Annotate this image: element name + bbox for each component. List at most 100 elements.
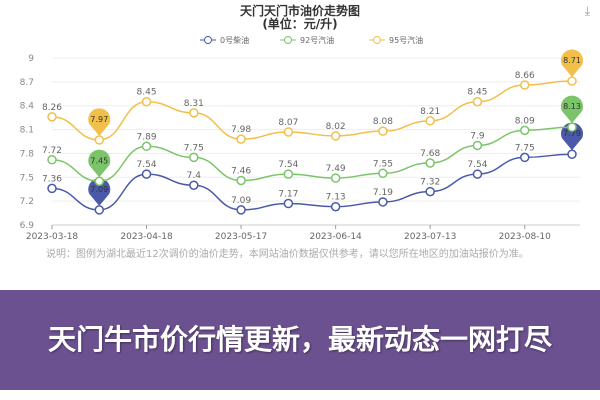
y-tick-label: 7.5 xyxy=(20,173,34,183)
pin-label: 7.79 xyxy=(563,129,581,138)
data-label: 8.45 xyxy=(467,88,487,98)
x-tick-label: 2023-08-10 xyxy=(499,232,552,242)
x-tick-label: 2023-04-18 xyxy=(120,232,173,242)
y-tick-label: 9 xyxy=(28,54,34,64)
y-tick-label: 6.9 xyxy=(20,221,35,231)
marker-pin xyxy=(561,49,583,78)
y-tick-label: 7.8 xyxy=(20,149,35,159)
line-chart: 6.9 7.2 7.5 7.8 8.1 8.4 8.7 9 2023-03-18 2023-04-… xyxy=(20,35,584,242)
data-point xyxy=(141,141,152,152)
pin-label: 8.71 xyxy=(563,56,581,65)
data-point xyxy=(94,205,105,215)
data-point xyxy=(47,183,57,194)
series-line xyxy=(51,126,573,183)
data-label: 7.4 xyxy=(187,171,202,181)
legend-marker xyxy=(284,36,292,44)
data-point xyxy=(283,198,294,209)
data-label: 7.68 xyxy=(420,149,440,159)
legend-label: 92号汽油 xyxy=(300,35,334,45)
series-line xyxy=(51,80,573,141)
data-point xyxy=(236,134,246,144)
data-label: 8.66 xyxy=(515,71,535,81)
data-point xyxy=(519,80,530,90)
data-label: 7.17 xyxy=(278,190,298,200)
data-label: 7.72 xyxy=(42,146,62,156)
data-label: 7.9 xyxy=(470,131,485,141)
data-point xyxy=(283,169,294,179)
pin-label: 7.09 xyxy=(90,185,108,194)
headline-text: 天门牛市价行情更新，最新动态一网打尽 xyxy=(47,323,552,356)
data-point xyxy=(330,201,341,212)
data-point xyxy=(425,116,435,126)
data-point xyxy=(425,186,435,197)
data-point xyxy=(47,112,57,122)
data-label: 8.08 xyxy=(373,117,393,127)
data-label: 7.55 xyxy=(373,159,393,169)
data-label: 8.21 xyxy=(420,107,440,117)
data-label: 7.54 xyxy=(467,160,487,170)
data-label: 7.49 xyxy=(326,164,346,174)
x-tick-label: 2023-03-18 xyxy=(26,232,79,242)
marker-pin xyxy=(88,178,111,206)
data-label: 7.36 xyxy=(42,174,62,184)
data-point xyxy=(519,125,530,136)
marker-pin xyxy=(88,108,111,136)
data-point xyxy=(141,96,152,107)
data-point xyxy=(378,168,388,179)
download-icon[interactable]: ⤓ xyxy=(584,4,590,18)
data-point xyxy=(425,158,435,168)
data-label: 7.09 xyxy=(231,196,251,206)
data-point xyxy=(472,96,483,107)
data-label: 7.54 xyxy=(278,160,298,170)
chart-note: 说明：图例为湖北最近12次调价的油价走势，本网站油价数据仅供参考，请以您所在地区… xyxy=(46,249,529,260)
data-point xyxy=(567,149,577,159)
data-point xyxy=(330,173,341,183)
data-point xyxy=(567,76,577,86)
data-point xyxy=(567,122,577,132)
data-point xyxy=(47,155,57,165)
data-label: 7.32 xyxy=(420,178,440,188)
data-point xyxy=(519,152,530,163)
data-point xyxy=(378,197,388,207)
data-point xyxy=(94,135,105,145)
pin-label: 7.45 xyxy=(90,156,108,165)
y-tick-label: 8.1 xyxy=(20,126,34,136)
data-label: 8.09 xyxy=(515,116,535,126)
data-point xyxy=(94,176,105,187)
y-tick-label: 7.2 xyxy=(20,197,34,207)
data-label: 7.75 xyxy=(515,143,535,153)
y-tick-label: 8.4 xyxy=(20,102,35,112)
data-label: 7.98 xyxy=(231,125,251,135)
data-label: 7.54 xyxy=(137,160,157,170)
data-point xyxy=(141,169,152,179)
legend-label: 0号柴油 xyxy=(220,35,249,45)
data-label: 8.31 xyxy=(184,99,204,109)
chart-subtitle: (单位：元/升) xyxy=(262,17,338,31)
legend-marker xyxy=(373,36,381,44)
data-point xyxy=(236,205,246,215)
x-tick-label: 2023-06-14 xyxy=(309,232,362,242)
data-label: 7.89 xyxy=(137,132,157,142)
data-label: 7.46 xyxy=(231,166,251,176)
data-label: 8.45 xyxy=(137,88,157,98)
data-point xyxy=(283,127,294,137)
x-tick-label: 2023-07-13 xyxy=(404,232,456,242)
data-point xyxy=(189,152,199,163)
data-label: 8.07 xyxy=(278,118,298,128)
data-point xyxy=(236,175,246,186)
data-point xyxy=(472,140,483,151)
x-tick-label: 2023-05-17 xyxy=(215,232,267,242)
data-label: 7.13 xyxy=(326,193,346,203)
pin-label: 7.97 xyxy=(90,115,108,124)
legend-label: 95号汽油 xyxy=(389,35,423,45)
data-point xyxy=(330,131,341,141)
data-point xyxy=(378,126,388,136)
data-label: 7.19 xyxy=(373,188,393,198)
data-label: 8.26 xyxy=(42,103,62,113)
headline-banner: 天门牛市价行情更新，最新动态一网打尽 xyxy=(0,290,600,390)
data-label: 7.75 xyxy=(184,143,204,153)
marker-pin xyxy=(88,149,111,178)
chart-title: 天门天门市油价走势图 xyxy=(239,4,360,18)
data-label: 8.02 xyxy=(326,122,346,132)
y-tick-label: 8.7 xyxy=(20,78,34,88)
